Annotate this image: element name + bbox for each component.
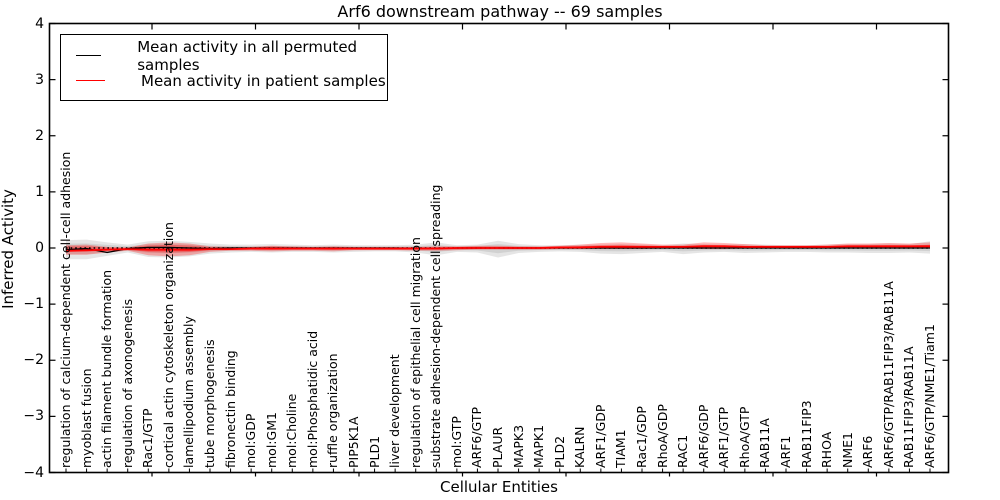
x-tick-label: TIAM1 <box>613 429 629 468</box>
x-tick-label: RHOA <box>819 431 835 468</box>
x-tick-label: Rac1/GTP <box>140 408 156 468</box>
x-tick-label: regulation of epithelial cell migration <box>407 237 423 468</box>
x-tick-label: MAPK1 <box>531 424 547 468</box>
x-tick-label: MAPK3 <box>510 424 526 468</box>
patient-mean-line <box>65 245 930 252</box>
x-tick-label: RAB11A <box>757 418 773 468</box>
x-tick-label: tube morphogenesis <box>202 339 217 468</box>
legend-item-permuted: Mean activity in all permuted samples <box>61 38 387 74</box>
x-tick-label: Rac1/GDP <box>634 406 649 468</box>
x-tick-label: NME1 <box>839 432 855 468</box>
legend-label-permuted: Mean activity in all permuted samples <box>137 37 358 74</box>
x-tick-label: PLAUR <box>490 426 505 468</box>
x-tick-label: cortical actin cytoskeleton organization <box>160 222 176 468</box>
y-tick-label: −3 <box>23 408 44 425</box>
x-tick-label: RhoA/GDP <box>654 404 670 468</box>
x-tick-label: mol:Choline <box>284 393 300 468</box>
x-tick-label: regulation of calcium-dependent cell-cel… <box>58 151 73 468</box>
x-tick-label: actin filament bundle formation <box>99 269 115 468</box>
x-tick-label: RAB11FIP3/RAB11A <box>901 346 917 468</box>
y-tick-label: −4 <box>23 464 44 481</box>
x-tick-label: ARF1/GDP <box>592 404 608 468</box>
x-tick-label: PIP5K1A <box>346 416 361 468</box>
x-tick-label: mol:GTP <box>448 416 464 468</box>
legend-item-patient: Mean activity in patient samples <box>61 68 387 93</box>
x-tick-label: ARF1 <box>778 435 793 468</box>
x-tick-label: RhoA/GTP <box>736 406 752 468</box>
x-tick-label: PLD2 <box>551 435 567 468</box>
y-tick-label: 2 <box>35 127 44 144</box>
x-tick-label: ARF6 <box>860 435 876 468</box>
x-tick-label: ARF6/GTP/RAB11FIP3/RAB11A <box>880 281 896 468</box>
x-tick-label: mol:Phosphatidic acid <box>304 330 320 468</box>
chart-title: Arf6 downstream pathway -- 69 samples <box>337 2 663 21</box>
x-tick-label: mol:GDP <box>243 413 259 468</box>
x-tick-label: ARF6/GTP <box>469 406 485 468</box>
x-tick-label: substrate adhesion-dependent cell spread… <box>428 184 444 468</box>
y-tick-label: 1 <box>35 183 44 200</box>
y-tick-label: −1 <box>23 296 44 313</box>
legend: Mean activity in all permuted samples Me… <box>60 34 388 101</box>
legend-label-patient: Mean activity in patient samples <box>141 71 386 90</box>
x-tick-label: ARF6/GTP/NME1/Tiam1 <box>922 324 937 468</box>
x-tick-label: ARF1/GTP <box>716 406 732 468</box>
y-tick-label: 3 <box>35 71 44 88</box>
x-axis-label: Cellular Entities <box>440 478 558 496</box>
x-tick-label: liver development <box>387 354 403 468</box>
x-tick-label: lamellipodium assembly <box>181 316 197 468</box>
x-tick-label: RAC1 <box>675 434 691 468</box>
permuted-band <box>66 239 930 260</box>
x-tick-label: mol:GM1 <box>263 412 279 468</box>
y-tick-label: 4 <box>35 15 44 32</box>
x-tick-label: regulation of axonogenesis <box>119 298 135 468</box>
x-tick-label: KALRN <box>572 426 588 468</box>
x-tick-label: ruffle organization <box>325 353 341 468</box>
permuted-line-sample-icon <box>76 55 102 56</box>
x-tick-label: fibronectin binding <box>222 350 238 468</box>
x-tick-label: RAB11FIP3 <box>798 400 814 468</box>
patient-line-sample-icon <box>76 80 105 81</box>
x-tick-label: myoblast fusion <box>78 368 94 468</box>
x-tick-label: PLD1 <box>366 435 382 468</box>
x-tick-label: ARF6/GDP <box>695 404 711 468</box>
y-tick-label: −2 <box>23 352 44 369</box>
y-tick-label: 0 <box>35 240 44 256</box>
